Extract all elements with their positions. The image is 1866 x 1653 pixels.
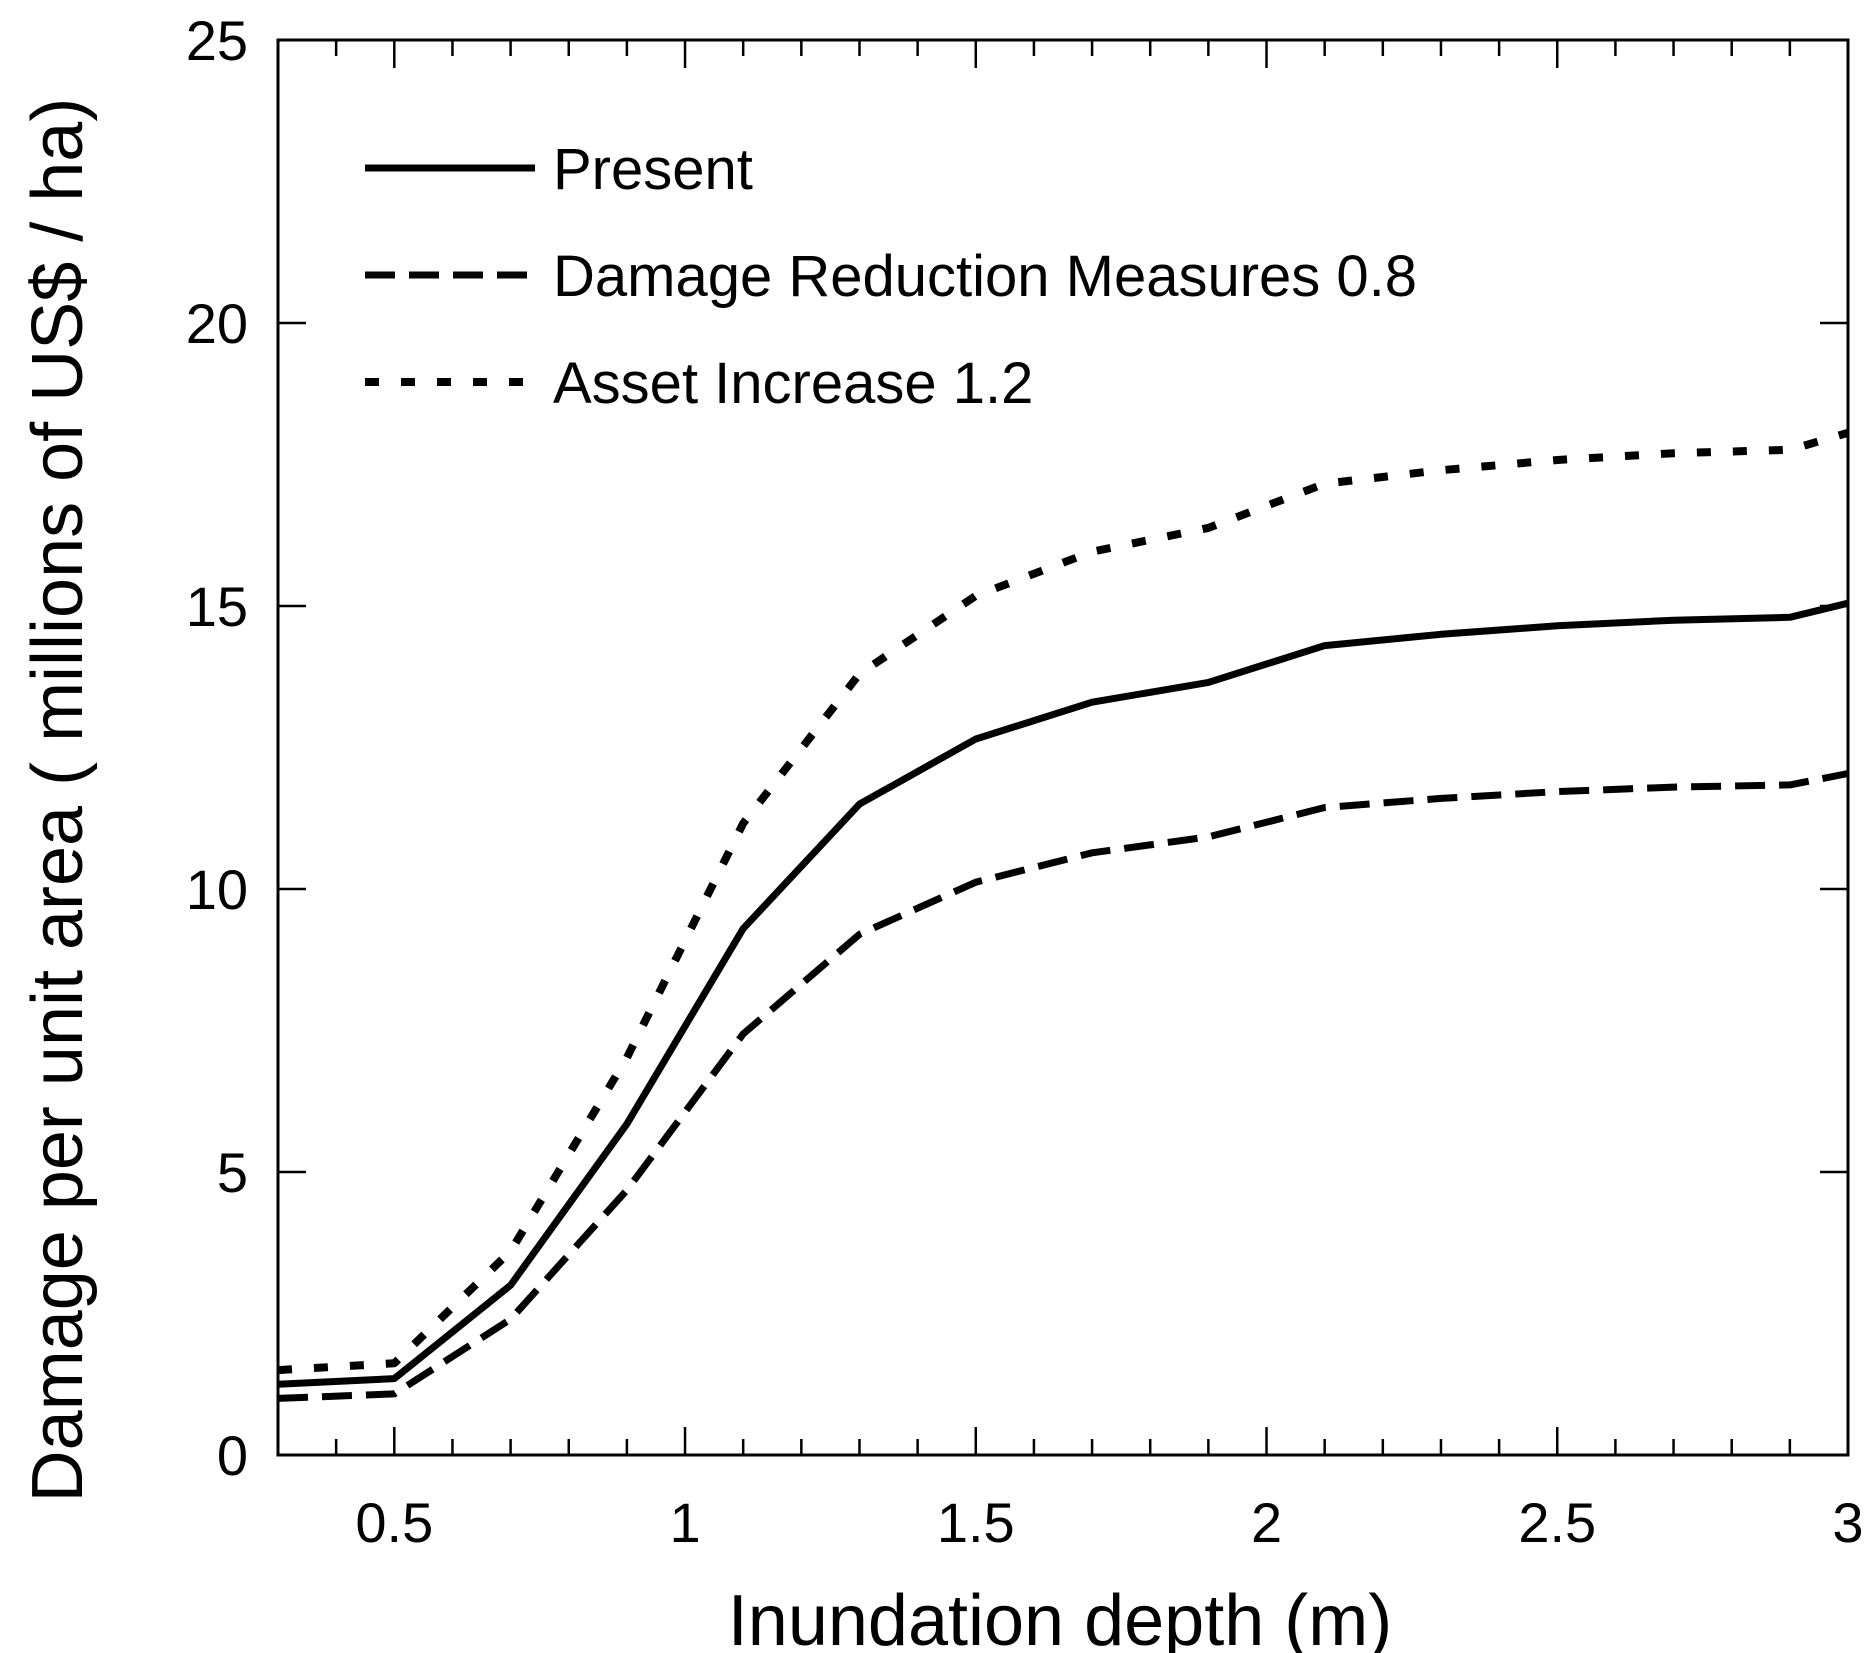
x-tick-label: 3: [1832, 1491, 1863, 1554]
series-line-solid: [277, 599, 1849, 1388]
x-tick-label: 1: [669, 1491, 700, 1554]
y-axis-ticks: 0 5 10 15 20 25: [186, 9, 1848, 1487]
plot-frame: [276, 38, 1850, 1457]
y-tick-label: 5: [217, 1141, 248, 1204]
series-lines: [277, 428, 1850, 1402]
legend-label: Asset Increase 1.2: [553, 351, 1033, 416]
legend-label: Damage Reduction Measures 0.8: [553, 244, 1417, 309]
series-line-dotted: [277, 428, 1850, 1375]
legend-label: Present: [553, 137, 753, 202]
plot-border: [276, 38, 1850, 1457]
y-tick-label: 15: [186, 575, 248, 638]
y-tick-label: 25: [186, 9, 248, 72]
y-tick-label: 0: [217, 1424, 248, 1487]
x-tick-label: 2.5: [1518, 1491, 1596, 1554]
legend: Present Damage Reduction Measures 0.8 Asse…: [365, 137, 1417, 416]
x-axis-title: Inundation depth (m): [728, 1581, 1392, 1653]
y-tick-label: 20: [186, 292, 248, 355]
series-line-dashed: [277, 770, 1849, 1402]
y-tick-label: 10: [186, 858, 248, 921]
x-axis-ticks: 0.5 1 1.5 2 2.5 3: [334, 40, 1864, 1554]
x-tick-label: 0.5: [355, 1491, 433, 1554]
x-tick-label: 1.5: [937, 1491, 1015, 1554]
y-axis-title: Damage per unit area ( millions of US$ /…: [18, 98, 98, 1503]
x-tick-label: 2: [1251, 1491, 1282, 1554]
